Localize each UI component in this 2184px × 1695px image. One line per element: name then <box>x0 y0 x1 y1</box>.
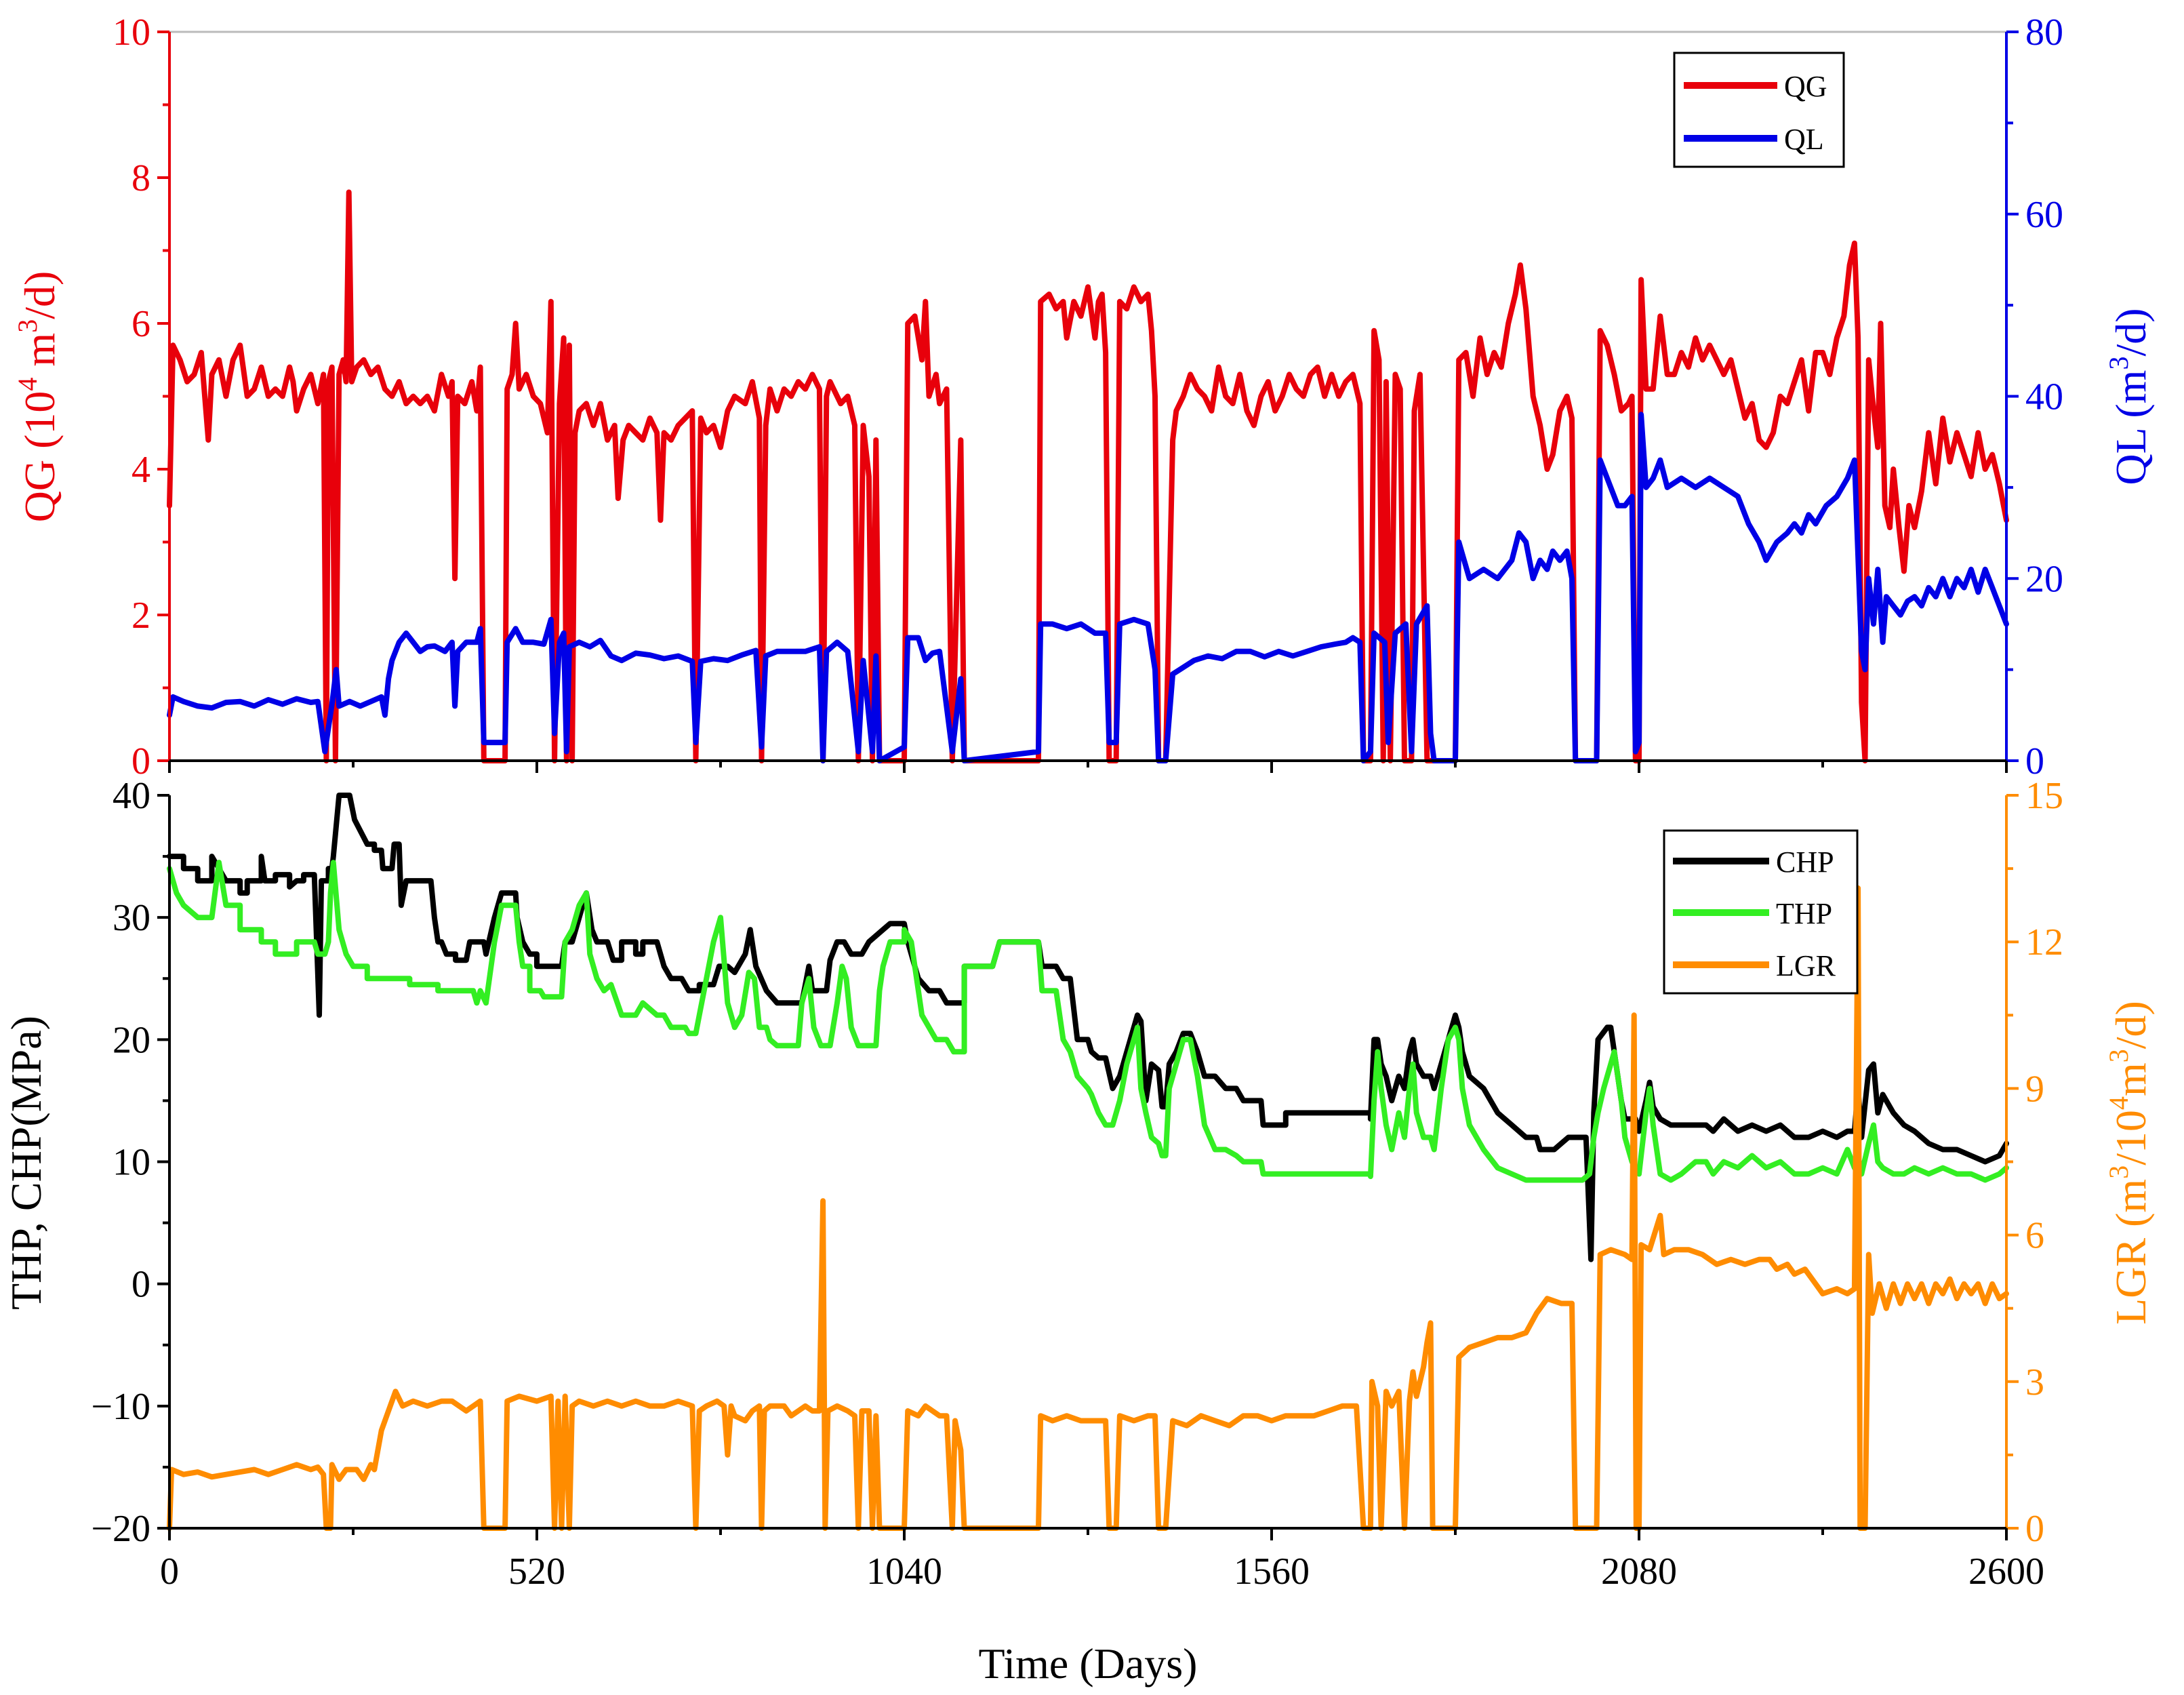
pressure-axis-tick-label: 20 <box>113 1019 150 1061</box>
pressure-axis-tick-label: 10 <box>113 1142 150 1184</box>
qg-axis-ticks: 0 2 4 6 8 10 <box>113 12 169 782</box>
x-axis-title: Time (Days) <box>979 1639 1198 1688</box>
series-line-qg <box>167 189 2009 763</box>
qg-axis-tick-label: 4 <box>132 449 150 491</box>
legend-label-chp: CHP <box>1776 845 1834 879</box>
qg-axis-tick-label: 2 <box>132 595 150 637</box>
qg-axis-tick-label: 8 <box>132 157 150 199</box>
series-line-ql <box>167 412 2009 763</box>
pressure-axis-title: THP, CHP(MPa) <box>2 1016 50 1310</box>
pressure-axis-tick-label: −10 <box>91 1386 150 1428</box>
x-axis-tick-label: 520 <box>508 1551 565 1593</box>
x-axis-tick-label: 2080 <box>1601 1551 1677 1593</box>
qg-axis-tick-label: 6 <box>132 303 150 345</box>
ql-axis-tick-label: 80 <box>2025 12 2063 54</box>
ql-axis-tick-label: 40 <box>2025 376 2063 418</box>
lgr-axis-ticks: 0 3 6 9 12 15 <box>2006 775 2063 1550</box>
pressure-axis-tick-label: 40 <box>113 775 150 817</box>
lgr-axis-tick-label: 3 <box>2025 1361 2044 1403</box>
ql-axis-title: QL (m3/d) <box>2103 308 2155 485</box>
pressure-axis-tick-label: −20 <box>91 1508 150 1550</box>
bottom-panel: −20 −10 0 10 20 30 40 0 3 6 9 12 15 0 520 1040 1560 208… <box>2 775 2155 1688</box>
lgr-axis-tick-label: 9 <box>2025 1068 2044 1110</box>
top-legend-box <box>1673 52 1845 168</box>
ql-axis-ticks: 0 20 40 60 80 <box>2006 12 2063 782</box>
qg-axis-tick-label: 0 <box>132 740 150 782</box>
lgr-axis-tick-label: 6 <box>2025 1215 2044 1257</box>
lgr-axis-title: LGR (m3/104m3/d) <box>2103 1001 2155 1325</box>
ql-axis-tick-label: 20 <box>2025 558 2063 600</box>
legend-label-ql: QL <box>1784 123 1824 156</box>
top-series-group <box>167 189 2009 763</box>
pressure-axis-tick-label: 30 <box>113 897 150 939</box>
lgr-axis-tick-label: 0 <box>2025 1508 2044 1550</box>
lgr-axis-tick-label: 15 <box>2025 775 2063 817</box>
pressure-axis-tick-label: 0 <box>132 1264 150 1306</box>
legend-label-qg: QG <box>1784 70 1827 103</box>
legend-label-lgr: LGR <box>1776 949 1836 982</box>
x-axis-tick-label: 0 <box>160 1551 179 1593</box>
x-axis-tick-label: 2600 <box>1968 1551 2044 1593</box>
top-panel: 0 2 4 6 8 10 0 20 40 60 80 QG (104 m3/d) QL (m3/d… <box>12 12 2155 782</box>
top-panel-x-ticks <box>168 761 2008 773</box>
x-axis-ticks: 0 520 1040 1560 2080 2600 <box>160 1528 2044 1593</box>
qg-axis-title: QG (104 m3/d) <box>12 271 64 523</box>
ql-axis-tick-label: 60 <box>2025 194 2063 236</box>
series-line-thp <box>167 860 2009 1183</box>
x-axis-tick-label: 1560 <box>1234 1551 1310 1593</box>
bottom-legend: CHP THP LGR <box>1663 829 1859 995</box>
lgr-axis-tick-label: 12 <box>2025 921 2063 963</box>
qg-axis-tick-label: 10 <box>113 12 150 54</box>
legend-label-thp: THP <box>1776 897 1832 930</box>
ql-axis-tick-label: 0 <box>2025 740 2044 782</box>
top-legend: QG QL <box>1673 52 1845 168</box>
pressure-axis-ticks: −20 −10 0 10 20 30 40 <box>91 775 169 1550</box>
x-axis-tick-label: 1040 <box>866 1551 942 1593</box>
